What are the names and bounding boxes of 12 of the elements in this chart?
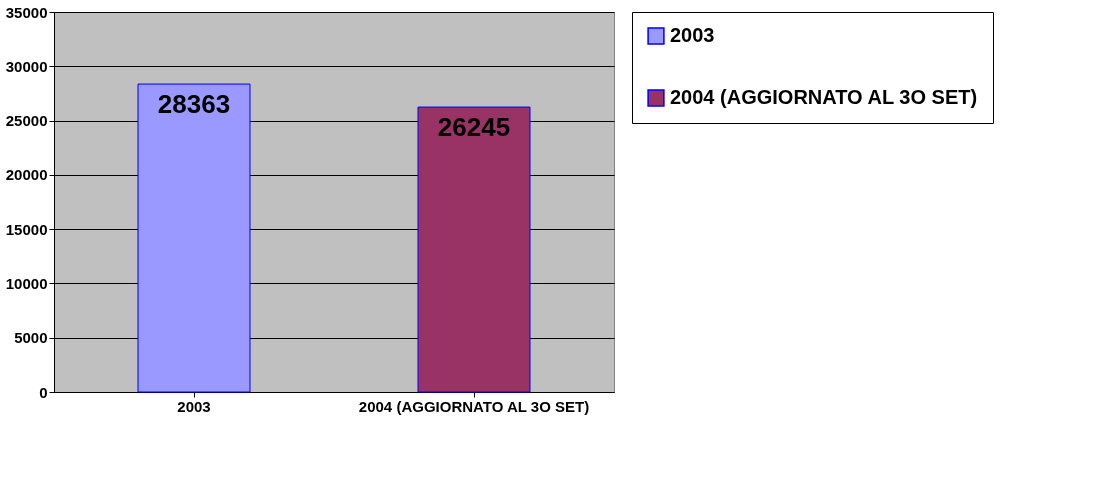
data-label: 26245 (437, 112, 511, 143)
y-tick-label: 35000 (5, 3, 48, 21)
y-tick-label: 15000 (5, 220, 48, 238)
legend-label: 2003 (670, 24, 715, 46)
y-tick-label: 20000 (5, 166, 48, 184)
y-tick-label: 30000 (5, 57, 48, 75)
y-tick-label: 5000 (14, 329, 48, 347)
y-tick-label: 25000 (5, 112, 48, 130)
y-tick-label: 10000 (5, 274, 48, 292)
y-tick-label: 0 (39, 383, 48, 401)
data-label: 28363 (157, 89, 231, 120)
legend-label: 2004 (AGGIORNATO AL 3O SET) (670, 86, 978, 108)
